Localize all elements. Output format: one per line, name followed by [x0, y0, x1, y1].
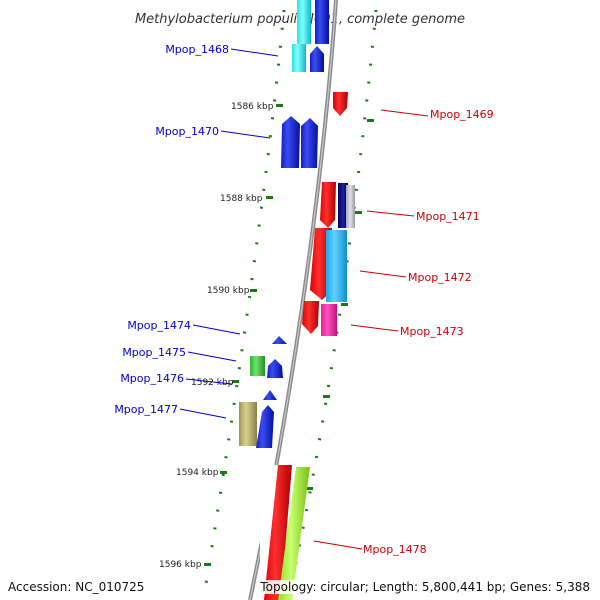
gene-label-mpop-1472[interactable]: Mpop_1472: [408, 271, 472, 284]
gene-mpop-1474[interactable]: [272, 336, 287, 344]
kbp-label-1588: 1588 kbp: [220, 194, 263, 204]
gene-label-mpop-1470[interactable]: Mpop_1470: [155, 125, 219, 138]
gene-label-mpop-1468[interactable]: Mpop_1468: [165, 43, 229, 56]
gene-mpop-1468[interactable]: [292, 44, 324, 72]
major-ticks: [204, 104, 374, 566]
kbp-label-1594: 1594 kbp: [176, 468, 219, 478]
kbp-label-1592: 1592 kbp: [191, 378, 234, 388]
accession-text: Accession: NC_010725: [6, 580, 147, 594]
gene-mpop-1475[interactable]: [250, 356, 283, 378]
gene-mpop-1471[interactable]: [320, 182, 355, 228]
gene-label-mpop-1473[interactable]: Mpop_1473: [400, 325, 464, 338]
gene-label-mpop-1476[interactable]: Mpop_1476: [120, 372, 184, 385]
gene-mpop-1476[interactable]: [263, 390, 277, 400]
gene-mpop-1478[interactable]: [260, 465, 310, 600]
gene-mpop-1473[interactable]: [302, 301, 337, 336]
gene-label-mpop-1477[interactable]: Mpop_1477: [114, 403, 178, 416]
gene-label-mpop-1478[interactable]: Mpop_1478: [363, 543, 427, 556]
gene-mpop-1469[interactable]: [333, 92, 348, 116]
kbp-label-1586: 1586 kbp: [231, 102, 274, 112]
label-connectors: [179, 48, 429, 550]
gene-mpop-1470[interactable]: [281, 116, 318, 168]
gene-label-mpop-1474[interactable]: Mpop_1474: [127, 319, 191, 332]
genome-summary-text: Topology: circular; Length: 5,800,441 bp…: [258, 580, 592, 594]
gene-label-mpop-1469[interactable]: Mpop_1469: [430, 108, 494, 121]
gene-mpop-1467a[interactable]: [297, 0, 329, 44]
gene-label-mpop-1471[interactable]: Mpop_1471: [416, 210, 480, 223]
kbp-label-1590: 1590 kbp: [207, 286, 250, 296]
gene-label-mpop-1475[interactable]: Mpop_1475: [122, 346, 186, 359]
gene-mpop-1477[interactable]: [239, 402, 274, 448]
gene-mpop-1472[interactable]: [310, 228, 347, 302]
kbp-label-1596: 1596 kbp: [159, 560, 202, 570]
